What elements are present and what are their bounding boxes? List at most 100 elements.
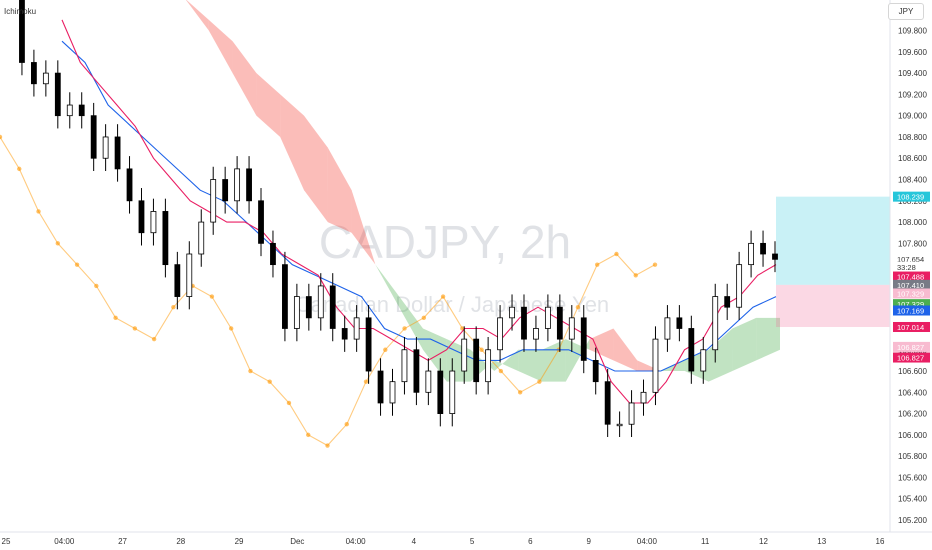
x-tick-label: 25 <box>2 537 11 546</box>
candle-body <box>42 72 49 85</box>
candle-body <box>174 264 181 297</box>
watermark-symbol: CADJPY, 2h <box>319 216 571 268</box>
y-tick-label: 108.400 <box>898 176 927 185</box>
candle-body <box>150 211 157 234</box>
x-tick-label: 16 <box>876 537 885 546</box>
y-tick-label: 105.200 <box>898 516 927 525</box>
y-tick-label: 109.000 <box>898 112 927 121</box>
x-tick-label: 4 <box>412 537 417 546</box>
y-tick-label: 105.600 <box>898 473 927 482</box>
cloud-segment <box>542 339 566 382</box>
candle-body <box>461 338 468 372</box>
candle-body <box>640 391 647 404</box>
candle-body <box>736 264 743 308</box>
price-badge <box>893 253 930 264</box>
candle-body <box>234 168 241 202</box>
target-zone <box>776 196 890 285</box>
candle-body <box>437 370 444 415</box>
long-position-tool[interactable] <box>776 196 890 327</box>
candle-body <box>126 168 133 202</box>
candle-body <box>425 370 432 393</box>
candle-body <box>413 349 420 393</box>
y-tick-label: 106.000 <box>898 431 927 440</box>
candle-body <box>258 200 264 244</box>
indicator-label[interactable]: Ichimoku <box>4 7 36 16</box>
price-badge <box>893 299 930 310</box>
currency-button[interactable]: JPY <box>888 3 924 20</box>
candle-body <box>353 317 360 340</box>
y-tick-label: 106.400 <box>898 388 927 397</box>
cloud-segment <box>518 349 542 382</box>
cloud-segment <box>232 41 257 116</box>
candle-body <box>760 242 766 255</box>
price-badge <box>893 288 930 299</box>
cloud-segment <box>351 190 376 265</box>
cloud-segment <box>732 317 757 372</box>
candle-body <box>54 72 61 117</box>
candle-body <box>305 296 312 319</box>
y-tick-label: 107.800 <box>898 239 927 248</box>
x-tick-label: 9 <box>586 537 591 546</box>
cloud-segment <box>708 328 733 382</box>
candle-body <box>365 317 372 372</box>
price-badge-label: 107.329 <box>897 289 924 298</box>
tenkan-path <box>61 19 777 404</box>
chikou-span-line <box>0 134 658 448</box>
candle-body <box>748 242 754 266</box>
ichimoku-cloud <box>186 0 780 382</box>
price-badge-label: 107.488 <box>897 273 924 282</box>
price-badge-label: 33:28 <box>897 263 916 272</box>
candle-body <box>772 253 778 260</box>
candle-body <box>652 338 659 393</box>
y-tick-label: 105.400 <box>898 495 927 504</box>
cloud-segment <box>186 0 209 31</box>
time-axis[interactable]: 25 04:00 27 28 29 Dec 04:00 4 5 6 9 04:00 11 12 13 16 <box>2 537 885 546</box>
candle-body <box>676 317 683 329</box>
candle-body <box>66 104 73 117</box>
y-tick-label: 109.600 <box>898 48 927 57</box>
cloud-segment <box>304 115 328 223</box>
price-badge <box>893 271 930 282</box>
x-tick-label: 04:00 <box>637 537 658 546</box>
candle-body <box>198 221 205 255</box>
cloud-segment <box>589 328 614 361</box>
price-badge-label: 107.329 <box>897 300 924 309</box>
candle-body <box>521 306 527 340</box>
candle-body <box>724 296 731 308</box>
price-badge-label: 107.014 <box>897 323 924 332</box>
candle-body <box>664 317 671 340</box>
candle-body <box>389 381 396 404</box>
candle-body <box>31 62 37 85</box>
candle-body <box>568 317 575 340</box>
cloud-segment <box>756 317 780 361</box>
y-tick-label: 106.600 <box>898 367 927 376</box>
candle-body <box>497 317 503 351</box>
candle-body <box>78 104 85 117</box>
price-badge <box>893 279 930 290</box>
candle-body <box>317 285 324 319</box>
y-tick-label: 108.000 <box>898 218 927 227</box>
candle-body <box>329 285 336 329</box>
candle-body <box>533 328 539 340</box>
x-tick-label: 27 <box>118 537 127 546</box>
candle-body <box>90 115 97 159</box>
cloud-segment <box>613 328 638 372</box>
x-tick-label: 29 <box>235 537 244 546</box>
y-tick-label: 109.400 <box>898 69 927 78</box>
x-tick-label: 6 <box>528 537 533 546</box>
y-tick-label: 108.600 <box>898 154 927 163</box>
tenkan-sen-line <box>61 19 777 404</box>
candle-body <box>616 423 623 427</box>
candle-body <box>712 296 719 351</box>
price-badge <box>893 191 930 202</box>
x-tick-label: Dec <box>290 537 304 546</box>
candle-body <box>688 328 695 372</box>
chikou-path <box>0 136 656 447</box>
candle-body <box>138 200 145 234</box>
candle-body <box>282 264 288 329</box>
cloud-segment <box>256 73 281 137</box>
cloud-segment <box>399 296 423 350</box>
price-badge <box>893 321 930 332</box>
candle-body <box>628 402 635 425</box>
